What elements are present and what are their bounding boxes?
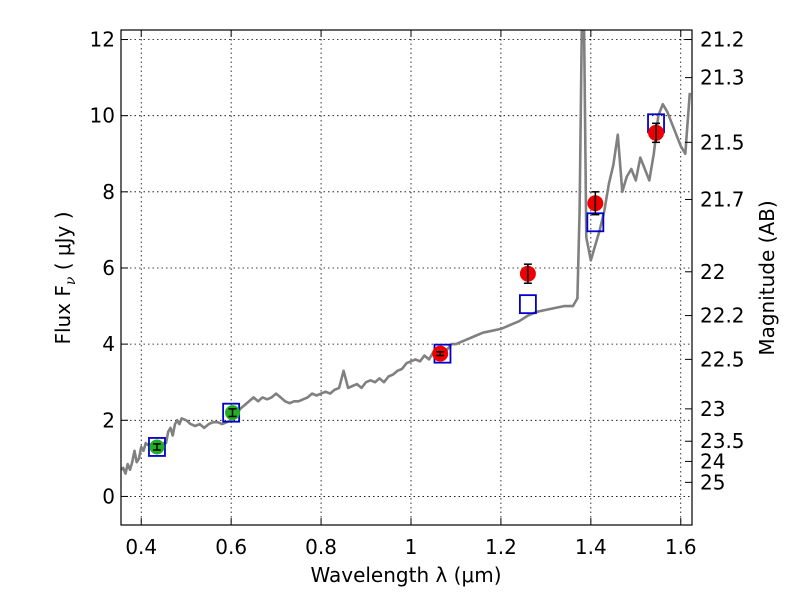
right-tick-label: 22.5 <box>700 347 745 371</box>
x-tick-label: 1.4 <box>575 535 607 559</box>
plot-frame <box>120 29 693 526</box>
x-tick-label: 1.6 <box>665 535 697 559</box>
y-tick-label: 12 <box>90 28 115 52</box>
x-tick-label: 0.4 <box>125 535 157 559</box>
right-tick-label: 21.3 <box>700 66 745 90</box>
x-tick-label: 0.8 <box>305 535 337 559</box>
model-photometry-square <box>518 294 537 315</box>
y-tick-label: 8 <box>102 180 115 204</box>
right-tick-label: 24 <box>700 449 725 473</box>
y-axis-label-left: Flux Fν ( μJy ) <box>51 211 79 344</box>
right-tick-label: 23 <box>700 397 725 421</box>
x-axis-label: Wavelength λ (μm) <box>310 563 501 587</box>
spectrum-line <box>121 30 692 475</box>
x-tick-label: 0.6 <box>215 535 247 559</box>
x-tick-label: 1 <box>405 535 418 559</box>
right-tick-label: 22.2 <box>700 304 745 328</box>
right-tick-label: 23.5 <box>700 429 745 453</box>
model-photometry-square <box>148 437 166 457</box>
y-axis-label-right: Magnitude (AB) <box>755 200 779 355</box>
right-tick-label: 21.7 <box>700 187 745 211</box>
y-tick-label: 10 <box>90 104 115 128</box>
grid <box>121 30 692 525</box>
y-tick-label: 6 <box>102 256 115 280</box>
y-tick-label: 4 <box>102 332 115 356</box>
y-tick-label: 2 <box>102 408 115 432</box>
right-tick-label: 22 <box>700 260 725 284</box>
plot-area <box>121 30 692 475</box>
x-tick-label: 1.2 <box>485 535 517 559</box>
right-tick-label: 21.2 <box>700 28 745 52</box>
y-tick-label: 0 <box>102 484 115 508</box>
right-tick-label: 21.5 <box>700 130 745 154</box>
right-tick-label: 25 <box>700 470 725 494</box>
